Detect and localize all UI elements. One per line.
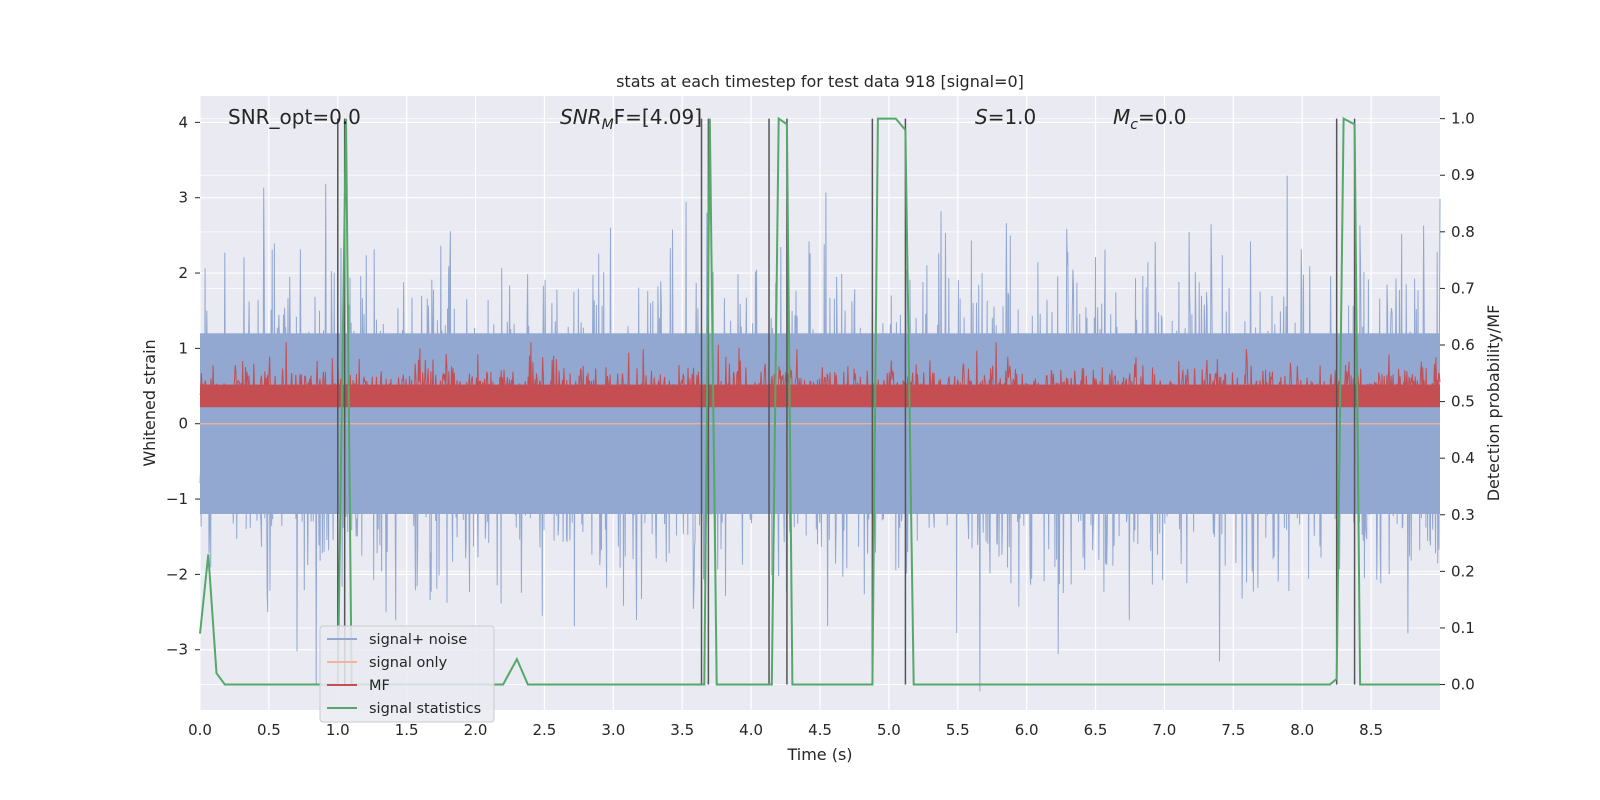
legend-label-signal-only: signal only bbox=[369, 655, 448, 671]
x-tick-label: 6.0 bbox=[1015, 721, 1039, 739]
x-tick-label: 8.0 bbox=[1290, 721, 1314, 739]
x-axis-label: Time (s) bbox=[786, 745, 852, 764]
x-tick-label: 3.5 bbox=[670, 721, 694, 739]
y-tick-label: 0 bbox=[178, 415, 188, 433]
series-signal-noise bbox=[199, 175, 1441, 692]
annotation-mc-label: M bbox=[1113, 105, 1130, 129]
legend-box bbox=[319, 625, 495, 723]
y-right-axis-label: Detection probability/MF bbox=[1484, 305, 1503, 502]
y-tick-label: −3 bbox=[166, 641, 188, 659]
annotation-snr-mf: SNRMF=[4.09] bbox=[560, 105, 702, 133]
x-tick-label: 3.0 bbox=[601, 721, 625, 739]
x-tick-label: 7.0 bbox=[1153, 721, 1177, 739]
x-tick-label: 5.5 bbox=[946, 721, 970, 739]
y-right-tick-label: 0.1 bbox=[1451, 619, 1475, 637]
annotation-s-value: =1.0 bbox=[988, 105, 1037, 129]
y-tick-label: −1 bbox=[166, 490, 188, 508]
x-tick-label: 2.5 bbox=[533, 721, 557, 739]
legend-label-signal-statistics: signal statistics bbox=[369, 701, 481, 717]
annotation-mc: Mc=0.0 bbox=[1113, 105, 1187, 133]
y-right-tick-label: 0.5 bbox=[1451, 393, 1475, 411]
y-right-tick-label: 0.6 bbox=[1451, 336, 1475, 354]
x-tick-label: 2.0 bbox=[464, 721, 488, 739]
x-tick-label: 8.5 bbox=[1359, 721, 1383, 739]
y-tick-label: 2 bbox=[178, 264, 188, 282]
y-right-tick-label: 0.2 bbox=[1451, 562, 1475, 580]
x-tick-label: 7.5 bbox=[1221, 721, 1245, 739]
y-tick-label: −2 bbox=[166, 565, 188, 583]
x-tick-label: 4.5 bbox=[808, 721, 832, 739]
annotation-mc-sub: c bbox=[1130, 117, 1138, 133]
annotation-snr-mf-pre: SNR bbox=[560, 105, 602, 129]
x-tick-label: 4.0 bbox=[739, 721, 763, 739]
detection-markers bbox=[337, 118, 1356, 685]
annotation-mc-value: =0.0 bbox=[1138, 105, 1187, 129]
annotation-snr-opt: SNR_opt=0.0 bbox=[228, 105, 361, 129]
annotation-s: S=1.0 bbox=[975, 105, 1036, 129]
y-right-tick-label: 0.9 bbox=[1451, 166, 1475, 184]
x-tick-label: 1.5 bbox=[395, 721, 419, 739]
annotation-snr-mf-sub: M bbox=[602, 117, 614, 133]
y-right-tick-label: 0.0 bbox=[1451, 676, 1475, 694]
y-tick-label: 4 bbox=[178, 113, 188, 131]
chart-title: stats at each timestep for test data 918… bbox=[616, 72, 1024, 91]
legend-label-signal-noise: signal+ noise bbox=[369, 632, 467, 648]
y-right-tick-label: 0.3 bbox=[1451, 506, 1475, 524]
y-tick-label: 1 bbox=[178, 339, 188, 357]
annotation-s-label: S bbox=[975, 105, 988, 129]
annotation-snr-mf-post: F=[4.09] bbox=[614, 105, 702, 129]
annotations: SNR_opt=0.0 SNRMF=[4.09] S=1.0 Mc=0.0 bbox=[228, 105, 1187, 133]
x-tick-label: 0.5 bbox=[257, 721, 281, 739]
y-right-tick-label: 1.0 bbox=[1451, 110, 1475, 128]
x-tick-label: 5.0 bbox=[877, 721, 901, 739]
x-tick-label: 6.5 bbox=[1084, 721, 1108, 739]
y-axis-label: Whitened strain bbox=[140, 339, 159, 466]
ticks: 0.0 0.5 1.0 1.5 2.0 2.5 3.0 3.5 4.0 4.5 5.0 5.5 6.0 6… bbox=[166, 110, 1475, 739]
legend-label-mf: MF bbox=[369, 678, 390, 694]
mf-line bbox=[199, 342, 1441, 403]
legend: signal+ noise signal only MF signal stat… bbox=[319, 625, 495, 723]
series-mf bbox=[199, 342, 1441, 408]
y-right-tick-label: 0.7 bbox=[1451, 279, 1475, 297]
y-right-tick-label: 0.4 bbox=[1451, 449, 1475, 467]
x-tick-label: 1.0 bbox=[326, 721, 350, 739]
x-tick-label: 0.0 bbox=[188, 721, 212, 739]
y-right-tick-label: 0.8 bbox=[1451, 223, 1475, 241]
y-tick-label: 3 bbox=[178, 189, 188, 207]
